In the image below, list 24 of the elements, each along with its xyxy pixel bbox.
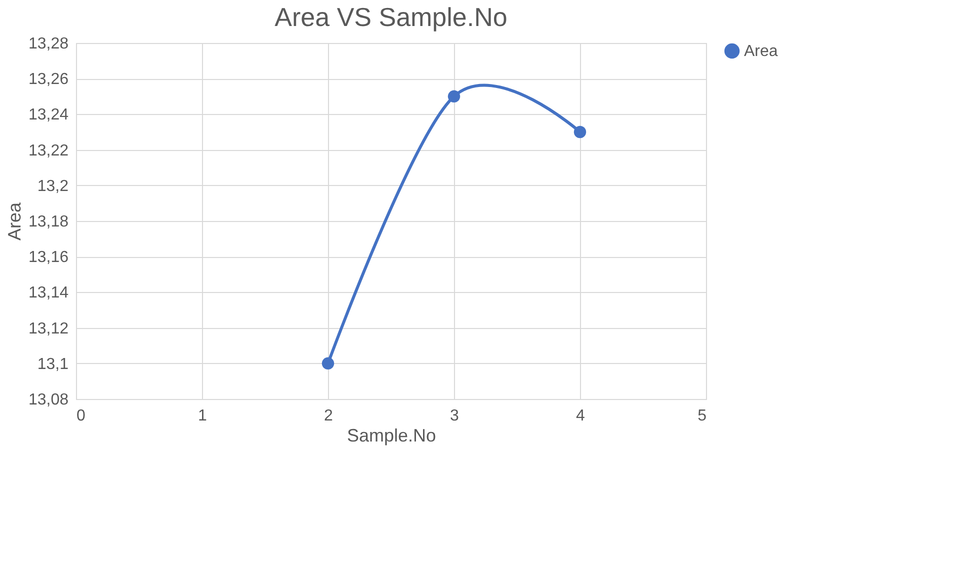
y-tick-label: 13,2 — [37, 178, 69, 195]
y-tick-label: 13,16 — [28, 249, 69, 266]
y-tick-label: 13,14 — [28, 284, 69, 302]
x-tick-label: 0 — [76, 408, 86, 424]
point — [574, 126, 586, 138]
point — [322, 357, 334, 370]
x-tick-label: 5 — [698, 408, 707, 424]
y-tick-label: 13,08 — [28, 392, 69, 408]
y-tick-label: 13,24 — [28, 106, 69, 124]
x-tick-label: 1 — [198, 408, 208, 424]
y-axis-title: Area — [4, 202, 24, 241]
x-tick-label: 4 — [576, 408, 586, 424]
legend-label: Area — [744, 43, 778, 60]
y-tick-label: 13,1 — [37, 356, 69, 373]
y-tick-label: 13,18 — [28, 214, 69, 230]
x-tick-label: 3 — [450, 408, 460, 424]
chart-title: Area VS Sample.No — [274, 2, 508, 32]
y-tick-label: 13,22 — [28, 142, 69, 160]
y-tick-label: 13,28 — [28, 36, 69, 52]
x-axis-title: Sample.No — [346, 426, 436, 446]
y-tick-label: 13,12 — [28, 320, 69, 338]
point — [448, 90, 460, 103]
y-tick-label: 13,26 — [28, 71, 69, 88]
x-tick-label: 2 — [324, 408, 334, 424]
